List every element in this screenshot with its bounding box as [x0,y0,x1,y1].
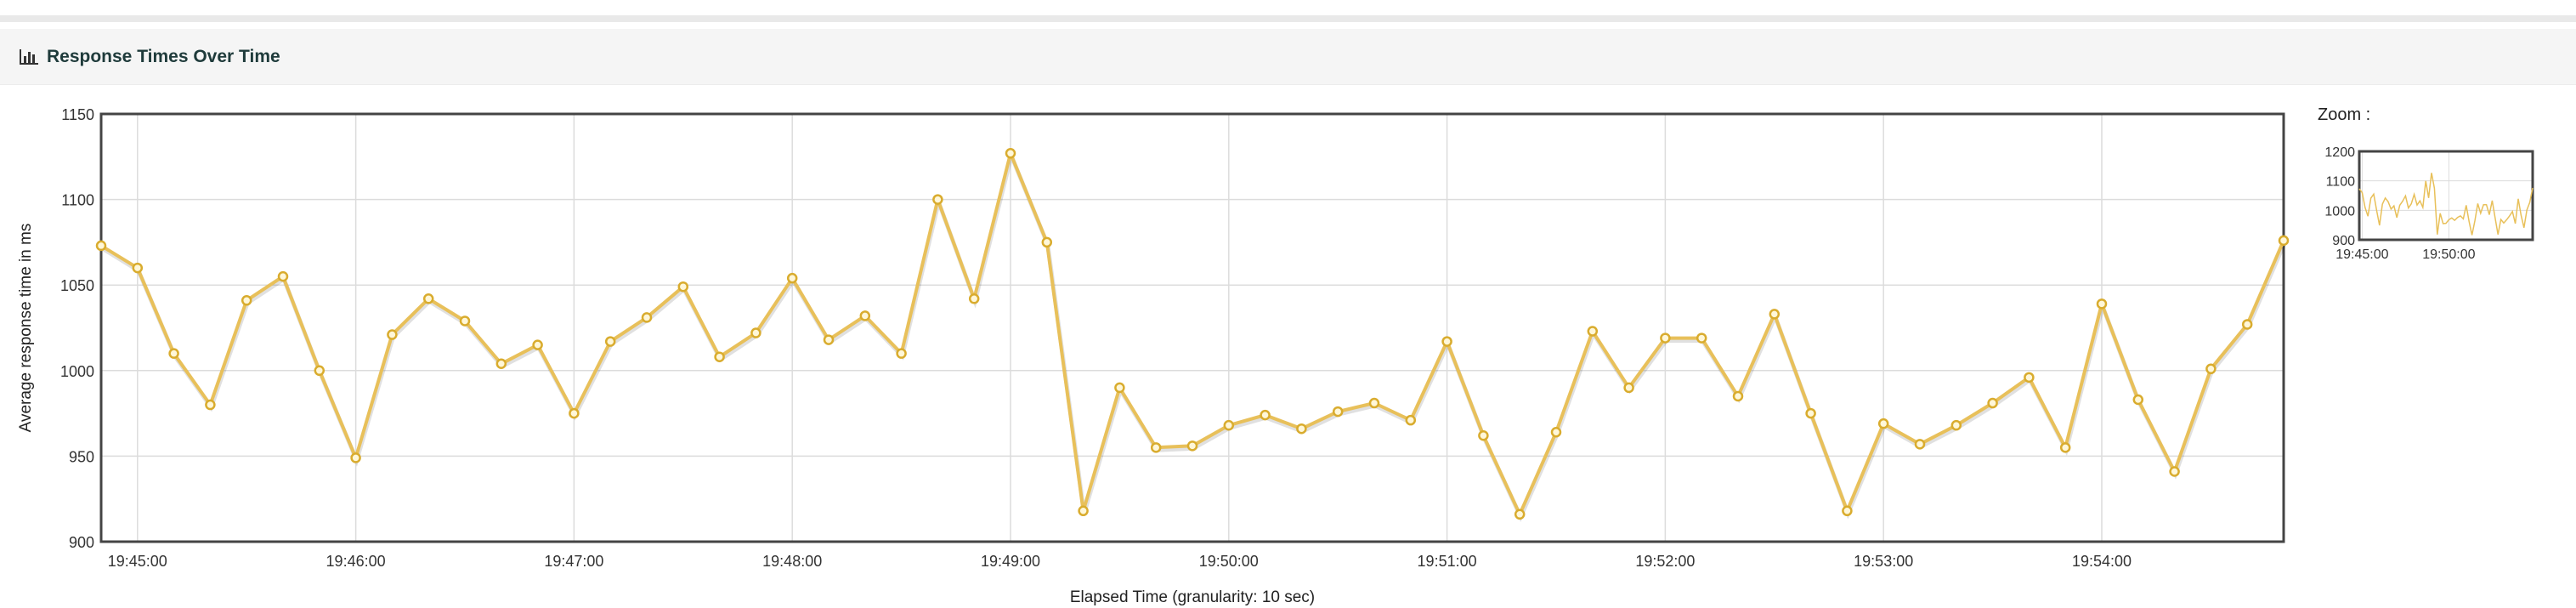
y-tick-label: 1000 [60,363,94,380]
data-point [2169,466,2180,477]
data-point [387,329,398,340]
data-point [422,293,434,304]
zoom-overview-chart[interactable]: 900 1000 1100 1200 19:45:00 19:50:00 [2312,98,2558,293]
data-point [277,270,289,282]
data-point [532,339,543,350]
panel-title: Response Times Over Time [47,47,280,66]
data-point [1332,406,1344,418]
data-point [714,351,725,362]
zoom-y-tick-label: 1000 [2324,204,2355,219]
data-point [786,272,798,284]
data-point [1078,505,1089,517]
data-point [1186,440,1198,452]
data-point [2096,298,2108,310]
zoom-series-line [2358,173,2534,236]
zoom-y-tick-label: 1200 [2324,145,2355,160]
data-point [1587,326,1599,337]
x-tick-label: 19:52:00 [1635,553,1695,570]
data-point [1550,426,1562,438]
data-point [2278,235,2290,247]
x-tick-label: 19:49:00 [981,553,1040,570]
data-point [95,240,107,252]
zoom-frame [2358,150,2534,241]
data-point [2024,372,2035,384]
y-tick-label: 950 [69,448,94,465]
data-point [823,334,835,345]
data-point [1441,336,1452,347]
data-point [1405,414,1417,426]
data-point [1514,509,1526,520]
top-strip [0,0,2576,22]
y-axis-label: Average response time in ms [17,224,35,433]
data-point [132,262,144,274]
data-point [1987,397,1998,409]
data-point [1696,332,1707,344]
data-point [1041,236,1053,248]
x-tick-label: 19:47:00 [544,553,603,570]
data-point [1623,382,1634,394]
data-point [241,295,252,306]
zoom-x-tick-label: 19:45:00 [2335,247,2388,262]
data-point [1223,419,1235,431]
x-axis-label: Elapsed Time (granularity: 10 sec) [1070,588,1315,606]
data-point [604,336,616,347]
data-point [1478,430,1489,441]
data-point [459,315,471,327]
data-point [1769,309,1781,320]
data-point [641,312,653,323]
data-point [1877,418,1889,429]
data-point [569,407,580,419]
panel-heading: Response Times Over Time [0,29,2576,85]
data-point [1296,423,1307,435]
data-point [932,194,943,205]
x-tick-label: 19:45:00 [108,553,167,570]
data-point [168,348,179,359]
data-point [1150,442,1162,453]
data-point [750,327,761,338]
data-point [1950,419,1962,431]
response-times-chart: 900 950 1000 1050 1100 1150 19:45:00 19:46:00 19… [17,106,2290,606]
x-tick-label: 19:48:00 [762,553,822,570]
data-point [1005,148,1016,159]
zoom-y-tick-label: 1100 [2326,175,2356,190]
data-point [350,452,361,463]
x-tick-label: 19:51:00 [1418,553,1477,570]
data-point [1914,439,1926,450]
data-point [495,358,507,370]
x-tick-label: 19:54:00 [2072,553,2132,570]
x-tick-label: 19:46:00 [326,553,386,570]
series-shadow [100,149,2287,522]
y-tick-label: 1150 [61,106,94,123]
data-point [1842,505,1853,517]
y-tick-label: 1100 [61,192,94,209]
x-tick-label: 19:50:00 [1199,553,1259,570]
zoom-label: Zoom : [2318,105,2371,124]
zoom-x-tick-label: 19:50:00 [2422,247,2475,262]
data-point [1260,409,1271,421]
data-point [2132,394,2144,406]
data-point [2205,363,2216,375]
data-point [1732,390,1744,402]
bar-chart-icon [20,49,38,65]
x-tick-label: 19:53:00 [1854,553,1913,570]
data-point [2059,442,2071,453]
data-point [859,310,871,321]
data-point [968,293,980,304]
y-tick-label: 900 [69,534,94,551]
data-point [1368,397,1380,409]
data-point [1114,382,1125,394]
series-line [99,151,2285,516]
data-point [314,365,326,377]
data-point [677,281,689,293]
zoom-y-tick-label: 900 [2332,234,2355,248]
data-point [1660,332,1671,344]
data-point [2241,319,2253,330]
data-point [896,348,907,359]
data-point [205,399,216,411]
data-point [1805,407,1816,419]
y-tick-label: 1050 [60,277,94,294]
plot-frame [99,112,2285,543]
